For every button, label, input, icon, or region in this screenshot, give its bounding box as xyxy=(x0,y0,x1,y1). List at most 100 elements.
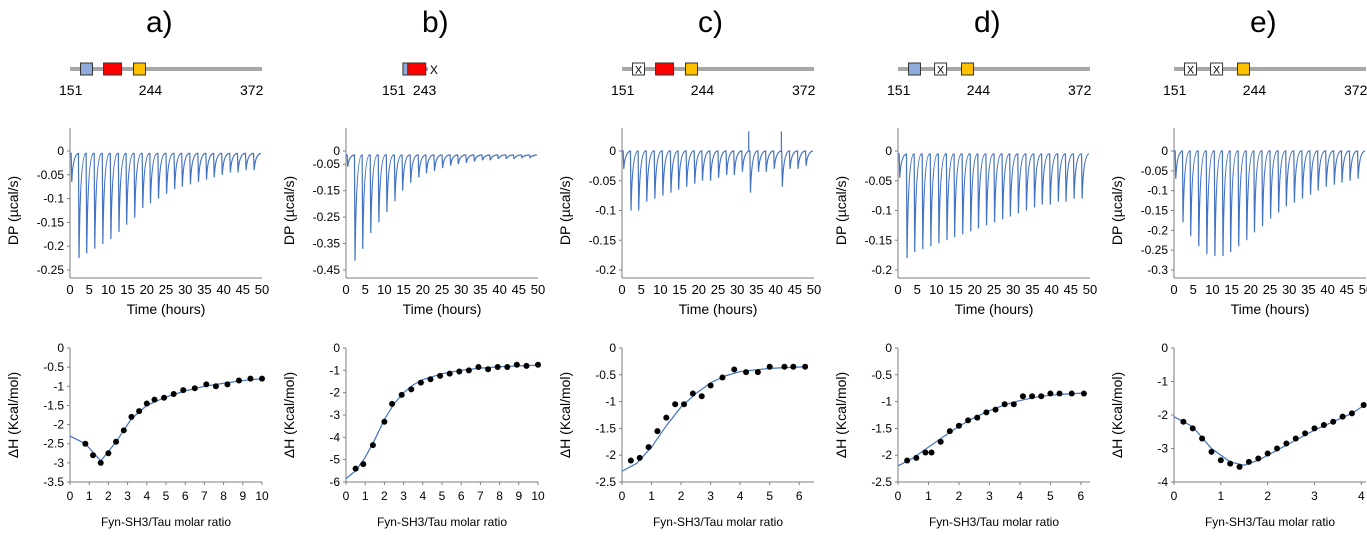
y-tick-label: -0.15 xyxy=(37,215,65,229)
y-tick-label: -4 xyxy=(329,430,340,444)
y-tick-label: -0.05 xyxy=(313,157,341,171)
construct-end-label: 372 xyxy=(792,82,816,98)
x-tick-label: 40 xyxy=(1044,282,1058,297)
x-tick-label: 0 xyxy=(343,489,350,503)
y-tick-label: -0.25 xyxy=(1141,243,1169,257)
isotherm-x-label: Fyn-SH3/Tau molar ratio xyxy=(929,515,1059,529)
x-tick-label: 6 xyxy=(1078,489,1085,503)
panel-a: a) 151 244 372 -0.25 -0.2 -0.15 -0.1 -0.05 0 0 5 10 1… xyxy=(0,0,273,540)
x-tick-label: 1 xyxy=(362,489,369,503)
isotherm-data-point xyxy=(802,363,809,370)
orange-domain-box xyxy=(685,62,699,76)
construct-start-label: 151 xyxy=(611,82,635,98)
x-tick-label: 8 xyxy=(496,489,503,503)
construct-start-label: 151 xyxy=(382,82,406,98)
y-tick-label: -0.05 xyxy=(865,174,893,188)
y-tick-label: 0 xyxy=(885,341,892,355)
construct-end-label: 243 xyxy=(413,82,437,98)
x-tick-label: 30 xyxy=(1006,282,1020,297)
construct-start-label: 151 xyxy=(59,82,83,98)
x-tick-label: 35 xyxy=(473,282,487,297)
y-tick-label: -0.1 xyxy=(871,204,892,218)
isotherm-data-point xyxy=(446,370,453,377)
y-tick-label: 0 xyxy=(885,144,892,158)
isotherm-data-point xyxy=(352,465,359,472)
x-tick-label: 50 xyxy=(255,282,269,297)
x-tick-label: 5 xyxy=(439,489,446,503)
isotherm-data-point xyxy=(1001,401,1008,408)
y-tick-label: -0.2 xyxy=(43,239,64,253)
orange-domain-box xyxy=(1237,62,1251,76)
mutated-domain-box xyxy=(934,62,948,76)
x-tick-label: 0 xyxy=(895,489,902,503)
construct-end-label: 372 xyxy=(240,82,264,98)
panel-label: e) xyxy=(1250,6,1277,39)
isotherm-data-point xyxy=(983,409,990,416)
isotherm-data-point xyxy=(90,452,97,459)
x-tick-label: 2 xyxy=(381,489,388,503)
isotherm-data-point xyxy=(707,382,714,389)
x-tick-label: 45 xyxy=(1340,282,1354,297)
thermogram-trace xyxy=(1174,150,1366,257)
isotherm-x-label: Fyn-SH3/Tau molar ratio xyxy=(1205,515,1335,529)
y-tick-label: -0.15 xyxy=(1141,204,1169,218)
x-tick-label: 20 xyxy=(968,282,982,297)
mutated-domain-box xyxy=(1210,62,1224,76)
thermogram-y-label: DP (µcal/s) xyxy=(833,176,849,245)
x-tick-label: 8 xyxy=(220,489,227,503)
isotherm-data-point xyxy=(212,383,219,390)
isotherm-data-point xyxy=(408,386,415,393)
truncation-mark: X xyxy=(430,63,438,77)
y-tick-label: -0.25 xyxy=(313,210,341,224)
isotherm-data-point xyxy=(698,393,705,400)
mutation-mark: X xyxy=(1187,65,1195,77)
x-tick-label: 45 xyxy=(512,282,526,297)
x-tick-label: 5 xyxy=(766,489,773,503)
x-tick-label: 5 xyxy=(1047,489,1054,503)
x-tick-label: 45 xyxy=(788,282,802,297)
isotherm-x-label: Fyn-SH3/Tau molar ratio xyxy=(101,515,231,529)
x-tick-label: 35 xyxy=(749,282,763,297)
isotherm-data-point xyxy=(1283,440,1290,447)
isotherm-data-point xyxy=(913,454,920,461)
isotherm-data-point xyxy=(247,375,254,382)
isotherm-data-point xyxy=(689,390,696,397)
isotherm-data-point xyxy=(1010,401,1017,408)
x-tick-label: 5 xyxy=(362,282,369,297)
x-tick-label: 35 xyxy=(197,282,211,297)
y-tick-label: -0.2 xyxy=(1147,223,1168,237)
construct-mid-label: 244 xyxy=(1243,82,1267,98)
x-tick-label: 15 xyxy=(120,282,134,297)
x-tick-label: 10 xyxy=(1205,282,1219,297)
x-tick-label: 4 xyxy=(143,489,150,503)
y-tick-label: -2 xyxy=(881,448,892,462)
y-tick-label: -0.5 xyxy=(595,368,616,382)
panel-label: c) xyxy=(698,6,723,39)
blue-domain-box xyxy=(80,62,94,76)
x-tick-label: 10 xyxy=(531,489,545,503)
x-tick-label: 0 xyxy=(618,282,625,297)
x-tick-label: 20 xyxy=(1244,282,1258,297)
thermogram-trace xyxy=(346,154,537,261)
x-tick-label: 10 xyxy=(653,282,667,297)
orange-domain-box xyxy=(133,62,147,76)
x-tick-label: 0 xyxy=(66,282,73,297)
isotherm-data-point xyxy=(389,400,396,407)
y-tick-label: -0.15 xyxy=(313,184,341,198)
x-tick-label: 10 xyxy=(101,282,115,297)
isotherm-data-point xyxy=(136,408,143,415)
isotherm-x-label: Fyn-SH3/Tau molar ratio xyxy=(653,515,783,529)
y-tick-label: -0.35 xyxy=(313,237,341,251)
y-tick-label: -0.25 xyxy=(37,263,65,277)
x-tick-label: 15 xyxy=(1224,282,1238,297)
y-tick-label: 0 xyxy=(1161,144,1168,158)
x-tick-label: 3 xyxy=(707,489,714,503)
isotherm-data-point xyxy=(456,368,463,375)
isotherm-data-point xyxy=(224,381,231,388)
thermogram-y-label: DP (µcal/s) xyxy=(281,176,297,245)
x-tick-label: 5 xyxy=(638,282,645,297)
x-tick-label: 3 xyxy=(124,489,131,503)
x-tick-label: 40 xyxy=(1320,282,1334,297)
